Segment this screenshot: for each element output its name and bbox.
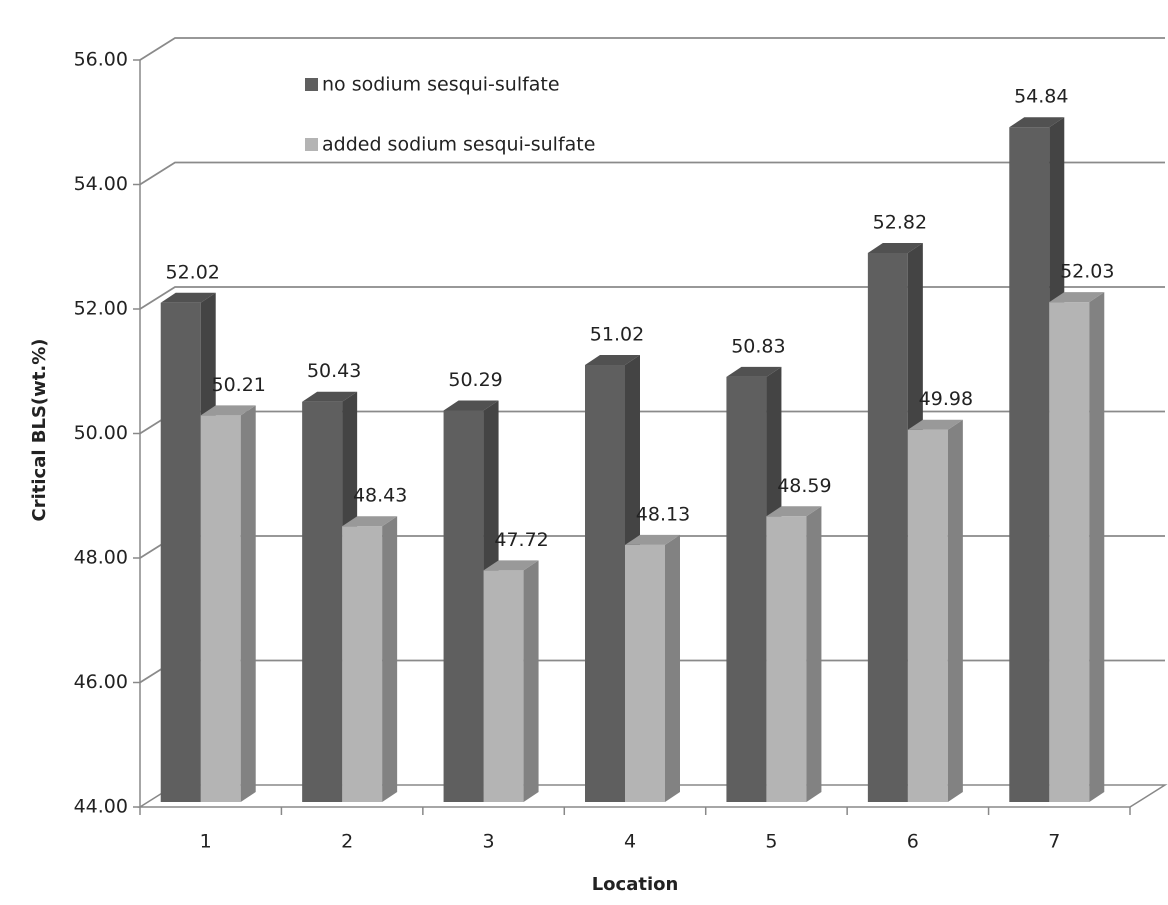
y-tick-label: 54.00 <box>74 173 128 195</box>
legend-label: no sodium sesqui-sulfate <box>322 74 560 96</box>
value-label: 48.13 <box>636 503 690 525</box>
y-tick-label: 50.00 <box>74 422 128 444</box>
bar <box>908 420 963 802</box>
bar <box>1049 292 1104 802</box>
y-tick-label: 48.00 <box>74 547 128 569</box>
bar-front <box>766 516 806 802</box>
bar <box>342 516 397 802</box>
chart: Critical BLS(wt.%) Location 44.00 46.00 48… <box>0 0 1168 905</box>
bar-side <box>665 535 680 802</box>
x-tick-label: 5 <box>765 831 777 853</box>
bar <box>625 535 680 802</box>
bar-front <box>1009 127 1049 802</box>
bar-side <box>948 420 963 802</box>
value-label: 54.84 <box>1014 86 1068 108</box>
grid-line <box>140 38 1165 60</box>
y-tick-label: 44.00 <box>74 796 128 818</box>
value-label: 50.83 <box>731 335 785 357</box>
bar-front <box>444 410 484 802</box>
y-tick-label: 56.00 <box>74 49 128 71</box>
bar <box>484 560 539 802</box>
bar-front <box>201 415 241 802</box>
bar-front <box>1049 302 1089 802</box>
value-label: 50.29 <box>448 369 502 391</box>
bar-side <box>241 405 256 802</box>
bar <box>766 506 821 802</box>
legend-label: added sodium sesqui-sulfate <box>322 134 595 156</box>
value-label: 50.21 <box>212 374 266 396</box>
legend-swatch <box>305 78 318 91</box>
bar-front <box>484 570 524 802</box>
bar-side <box>524 560 539 802</box>
x-tick-label: 3 <box>483 831 495 853</box>
bar-front <box>625 545 665 802</box>
bar-side <box>806 506 821 802</box>
x-tick-label: 2 <box>341 831 353 853</box>
bar-front <box>342 526 382 802</box>
y-tick-label: 52.00 <box>74 298 128 320</box>
bar-front <box>908 430 948 802</box>
x-tick-label: 1 <box>200 831 212 853</box>
y-axis-title: Critical BLS(wt.%) <box>29 339 50 522</box>
bar-front <box>585 365 625 802</box>
x-tick-label: 7 <box>1048 831 1060 853</box>
x-tick-label: 4 <box>624 831 636 853</box>
value-label: 52.82 <box>873 211 927 233</box>
value-label: 49.98 <box>919 388 973 410</box>
bar-front <box>726 377 766 802</box>
x-tick-label: 6 <box>907 831 919 853</box>
x-axis-title: Location <box>592 874 679 895</box>
bar <box>201 405 256 802</box>
bar-front <box>302 402 342 802</box>
value-label: 48.43 <box>353 485 407 507</box>
value-label: 50.43 <box>307 360 361 382</box>
value-label: 52.03 <box>1060 261 1114 283</box>
bar-front <box>868 253 908 802</box>
bar-front <box>161 303 201 802</box>
value-label: 52.02 <box>166 261 220 283</box>
bar-side <box>1089 292 1104 802</box>
legend-swatch <box>305 138 318 151</box>
value-label: 48.59 <box>777 475 831 497</box>
y-tick-label: 46.00 <box>74 671 128 693</box>
bar-side <box>382 516 397 802</box>
value-label: 51.02 <box>590 324 644 346</box>
value-label: 47.72 <box>494 529 548 551</box>
